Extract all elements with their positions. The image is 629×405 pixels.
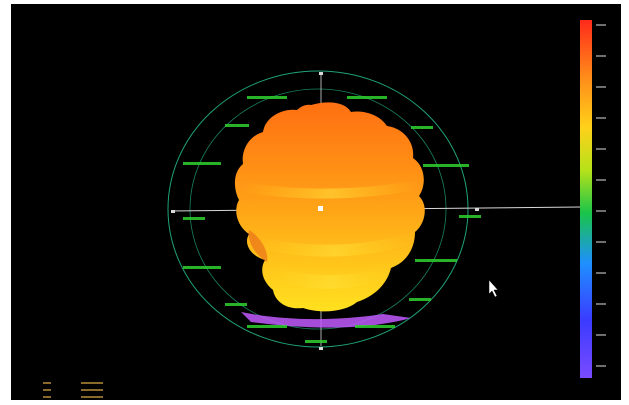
angle-label [411, 126, 433, 129]
colorbar-tick-label [596, 55, 606, 57]
angle-label [415, 259, 457, 262]
angle-label [423, 164, 469, 167]
angle-label [247, 325, 287, 328]
readout-mark [81, 396, 103, 398]
colorbar-tick-label [596, 117, 606, 119]
origin-marker [318, 206, 323, 211]
readout-mark [43, 382, 51, 384]
angle-label [183, 266, 221, 269]
angle-label [355, 325, 395, 328]
radiation-surface [234, 102, 425, 312]
readout-panel [11, 376, 171, 400]
surface-band [255, 232, 415, 257]
radiation-pattern-view [167, 20, 606, 378]
colorbar-ticks [596, 24, 606, 367]
angle-label [183, 217, 205, 220]
selection-band [241, 312, 411, 328]
angle-label [225, 303, 247, 306]
angle-label [459, 215, 481, 218]
angle-label [247, 96, 287, 99]
readout-mark [81, 389, 103, 391]
axis-marker-right [475, 208, 479, 211]
angle-label [225, 124, 249, 127]
readout-mark [43, 389, 51, 391]
angle-label [305, 340, 327, 343]
colorbar-tick-label [596, 179, 606, 181]
angle-label [347, 96, 387, 99]
colorbar-tick-label [596, 86, 606, 88]
surface-band [269, 266, 393, 289]
colorbar-tick-label [596, 210, 606, 212]
axis-marker-left [171, 210, 175, 213]
colorbar-tick-label [596, 24, 606, 26]
readout-mark [43, 396, 51, 398]
surface-shadow [248, 230, 268, 262]
readout-mark [81, 382, 103, 384]
colorbar-tick-label [596, 148, 606, 150]
axis-marker-top [319, 72, 323, 75]
pointer-arrow-icon [488, 279, 499, 298]
angle-labels [183, 96, 481, 343]
colorbar-tick-label [596, 272, 606, 274]
reference-ring-outer [167, 70, 469, 348]
colorbar-tick-label [596, 241, 606, 243]
colorbar-tick-label [596, 303, 606, 305]
colorbar-tick-label [596, 365, 606, 367]
reference-ring-inner [189, 88, 447, 330]
viewport-3d[interactable] [11, 4, 621, 400]
axis-marker-bottom [319, 347, 323, 350]
surface-band [243, 180, 419, 199]
angle-label [409, 298, 431, 301]
colorbar [580, 20, 592, 378]
angle-label [183, 162, 221, 165]
colorbar-tick-label [596, 334, 606, 336]
